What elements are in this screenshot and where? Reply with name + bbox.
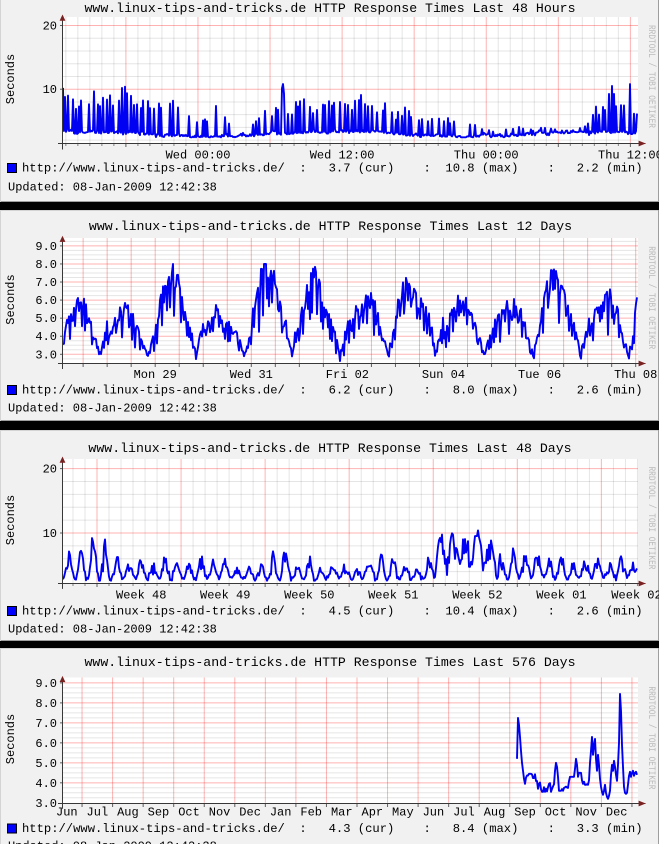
svg-text:Thu 12:00: Thu 12:00: [598, 149, 659, 163]
svg-text:Seconds: Seconds: [4, 495, 18, 545]
svg-text:Week 48: Week 48: [116, 589, 166, 603]
svg-text:Mar: Mar: [331, 806, 353, 820]
svg-text:Jun: Jun: [56, 806, 78, 820]
svg-text:Jul: Jul: [87, 806, 109, 820]
svg-text:RRDTOOL / TOBI OETIKER: RRDTOOL / TOBI OETIKER: [645, 686, 657, 789]
svg-text:Updated: 08-Jan-2009 12:42:38: Updated: 08-Jan-2009 12:42:38: [8, 181, 217, 195]
svg-text:www.linux-tips-and-tricks.de H: www.linux-tips-and-tricks.de HTTP Respon…: [85, 1, 576, 16]
svg-text:http://www.linux-tips-and-tric: http://www.linux-tips-and-tricks.de/ : 6…: [22, 384, 643, 398]
svg-text:Seconds: Seconds: [4, 54, 18, 104]
svg-text:Week 01: Week 01: [536, 589, 586, 603]
svg-text:http://www.linux-tips-and-tric: http://www.linux-tips-and-tricks.de/ : 4…: [22, 822, 643, 836]
svg-text:Thu 00:00: Thu 00:00: [454, 149, 519, 163]
svg-text:4.0: 4.0: [35, 330, 57, 344]
svg-text:Updated: 08-Jan-2009 12:42:38: Updated: 08-Jan-2009 12:42:38: [8, 623, 217, 637]
svg-text:http://www.linux-tips-and-tric: http://www.linux-tips-and-tricks.de/ : 3…: [22, 162, 643, 176]
svg-text:www.linux-tips-and-tricks.de H: www.linux-tips-and-tricks.de HTTP Respon…: [88, 441, 571, 456]
svg-text:Wed 12:00: Wed 12:00: [310, 149, 375, 163]
svg-text:Aug: Aug: [484, 806, 506, 820]
svg-text:Wed 00:00: Wed 00:00: [166, 149, 231, 163]
svg-text:6.0: 6.0: [35, 737, 57, 751]
svg-text:Seconds: Seconds: [4, 274, 18, 324]
svg-text:Dec: Dec: [239, 806, 261, 820]
svg-text:Nov: Nov: [209, 806, 231, 820]
svg-text:Sun 04: Sun 04: [422, 368, 465, 382]
svg-text:www.linux-tips-and-tricks.de H: www.linux-tips-and-tricks.de HTTP Respon…: [85, 655, 576, 670]
svg-text:Thu 08: Thu 08: [614, 368, 657, 382]
svg-text:Aug: Aug: [117, 806, 139, 820]
svg-text:5.0: 5.0: [35, 312, 57, 326]
svg-text:8.0: 8.0: [35, 258, 57, 272]
svg-text:10: 10: [43, 527, 57, 541]
svg-text:Updated: 08-Jan-2009 12:42:38: Updated: 08-Jan-2009 12:42:38: [8, 840, 217, 844]
svg-text:20: 20: [43, 20, 57, 34]
svg-text:Apr: Apr: [362, 806, 384, 820]
svg-text:9.0: 9.0: [35, 240, 57, 254]
svg-text:Sep: Sep: [514, 806, 536, 820]
svg-text:9.0: 9.0: [35, 677, 57, 691]
svg-text:8.0: 8.0: [35, 697, 57, 711]
svg-text:Oct: Oct: [178, 806, 200, 820]
svg-text:20: 20: [43, 463, 57, 477]
svg-text:Sep: Sep: [148, 806, 170, 820]
svg-text:Week 02: Week 02: [611, 589, 659, 603]
svg-text:Updated: 08-Jan-2009 12:42:38: Updated: 08-Jan-2009 12:42:38: [8, 402, 217, 416]
svg-text:www.linux-tips-and-tricks.de H: www.linux-tips-and-tricks.de HTTP Respon…: [89, 219, 572, 234]
svg-text:Tue 06: Tue 06: [518, 368, 561, 382]
svg-text:7.0: 7.0: [35, 276, 57, 290]
svg-text:RRDTOOL / TOBI OETIKER: RRDTOOL / TOBI OETIKER: [645, 467, 657, 570]
svg-text:Wed 31: Wed 31: [230, 368, 273, 382]
svg-text:4.0: 4.0: [35, 777, 57, 791]
svg-text:Nov: Nov: [575, 806, 597, 820]
svg-text:3.0: 3.0: [35, 348, 57, 362]
svg-text:http://www.linux-tips-and-tric: http://www.linux-tips-and-tricks.de/ : 4…: [22, 605, 643, 619]
svg-text:Fri 02: Fri 02: [326, 368, 369, 382]
svg-text:Jun: Jun: [423, 806, 445, 820]
svg-text:Oct: Oct: [545, 806, 567, 820]
svg-text:6.0: 6.0: [35, 294, 57, 308]
svg-text:10: 10: [43, 83, 57, 97]
svg-text:Jan: Jan: [270, 806, 292, 820]
svg-text:3.0: 3.0: [35, 797, 57, 811]
svg-text:Feb: Feb: [300, 806, 322, 820]
svg-text:Seconds: Seconds: [4, 714, 18, 764]
svg-text:Week 51: Week 51: [368, 589, 418, 603]
svg-text:Week 50: Week 50: [284, 589, 334, 603]
svg-text:7.0: 7.0: [35, 717, 57, 731]
svg-text:RRDTOOL / TOBI OETIKER: RRDTOOL / TOBI OETIKER: [645, 246, 657, 349]
svg-text:Dec: Dec: [606, 806, 628, 820]
svg-text:Week 49: Week 49: [200, 589, 250, 603]
svg-text:Jul: Jul: [453, 806, 475, 820]
svg-text:5.0: 5.0: [35, 757, 57, 771]
svg-text:RRDTOOL / TOBI OETIKER: RRDTOOL / TOBI OETIKER: [645, 25, 657, 128]
svg-text:May: May: [392, 806, 414, 820]
svg-text:Week 52: Week 52: [452, 589, 502, 603]
svg-text:Mon 29: Mon 29: [134, 368, 177, 382]
